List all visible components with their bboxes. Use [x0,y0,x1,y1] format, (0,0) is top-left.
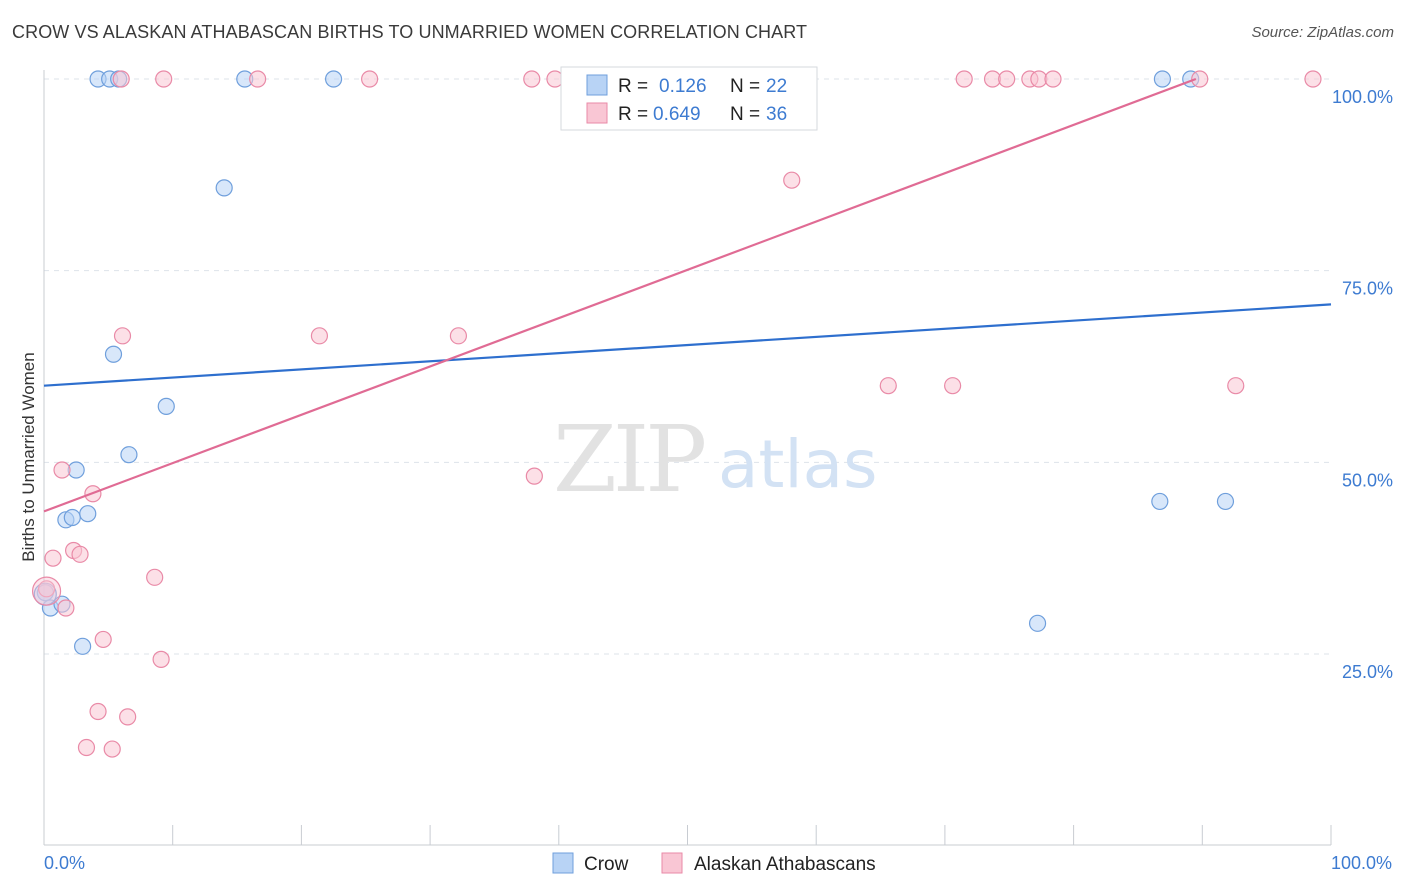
alaskan-point [103,740,121,758]
bottom-legend-label-alaskan: Alaskan Athabascans [694,854,876,875]
x-tick-label-min: 0.0% [44,853,85,873]
x-ticks [172,825,1332,845]
chart-title: CROW VS ALASKAN ATHABASCAN BIRTHS TO UNM… [12,22,808,42]
y-tick-label: 100.0% [1332,87,1393,107]
alaskan-point [1227,377,1245,395]
alaskan-point [1304,70,1322,88]
alaskan-points [31,70,1322,758]
alaskan-point [783,171,801,189]
watermark: ZIP atlas [553,406,878,513]
crow-point [63,508,81,527]
stats-n-label-crow: N = [730,76,760,97]
alaskan-point [1044,70,1062,88]
alaskan-point [155,70,173,88]
crow-trend-line [43,303,1332,387]
crow-point [1153,70,1172,88]
crow-point [215,179,233,197]
stats-n-value-crow: 22 [766,76,787,97]
stats-r-value-alaskan: 0.649 [653,104,701,125]
crow-point [1028,614,1047,632]
y-tick-label: 50.0% [1342,470,1393,490]
alaskan-point [1191,70,1209,88]
alaskan-point [998,70,1016,88]
bottom-legend-swatch-crow [552,852,574,874]
stats-legend-swatch-alaskan [586,102,608,124]
source-credit: Source: ZipAtlas.com [1251,24,1394,41]
watermark-atlas: atlas [718,426,878,503]
grid-lines [44,78,1331,655]
alaskan-point [94,630,112,649]
crow-point [74,637,92,655]
crow-point [79,505,97,523]
stats-r-value-crow: 0.126 [659,76,707,97]
alaskan-point [361,70,379,88]
alaskan-point [44,549,62,567]
alaskan-point [525,467,543,485]
alaskan-point [57,599,75,617]
alaskan-point [449,327,468,345]
crow-points [33,70,1235,655]
alaskan-point [955,70,973,88]
stats-r-label-crow: R = [618,76,648,97]
alaskan-point [89,702,107,721]
bottom-legend: Crow Alaskan Athabascans [552,852,876,875]
crow-point [1151,492,1169,511]
alaskan-point [53,461,71,479]
alaskan-point [119,708,137,726]
crow-point [324,70,343,88]
stats-legend-swatch-crow [586,74,608,96]
stats-n-value-alaskan: 36 [766,104,787,125]
stats-r-label-alaskan: R = [618,104,648,125]
alaskan-point [523,70,541,88]
alaskan-point [152,650,170,668]
alaskan-point [71,545,89,563]
alaskan-point [113,327,132,345]
alaskan-point [77,738,96,757]
alaskan-point [310,327,329,345]
alaskan-point [146,568,164,586]
alaskan-point [879,377,897,395]
watermark-zip: ZIP [553,406,704,513]
x-tick-label-max: 100.0% [1331,853,1392,873]
bottom-legend-swatch-alaskan [661,852,683,874]
crow-point [104,345,123,363]
alaskan-point [944,377,962,395]
alaskan-trend-line [43,77,1197,513]
crow-point [120,446,138,464]
y-tick-labels: 25.0% 50.0% 75.0% 100.0% [1332,87,1393,682]
stats-legend: R = 0.126 N = 22 R = 0.649 N = 36 [560,66,818,131]
bottom-legend-label-crow: Crow [584,854,629,875]
y-tick-label: 25.0% [1342,662,1393,682]
alaskan-point [37,580,56,598]
crow-point [1216,492,1235,511]
alaskan-point [249,70,267,88]
crow-point [157,397,175,415]
y-axis-label: Births to Unmarried Women [19,352,38,561]
alaskan-point [31,576,62,606]
stats-n-label-alaskan: N = [730,104,760,125]
y-tick-label: 75.0% [1342,279,1393,299]
alaskan-point [112,70,130,88]
